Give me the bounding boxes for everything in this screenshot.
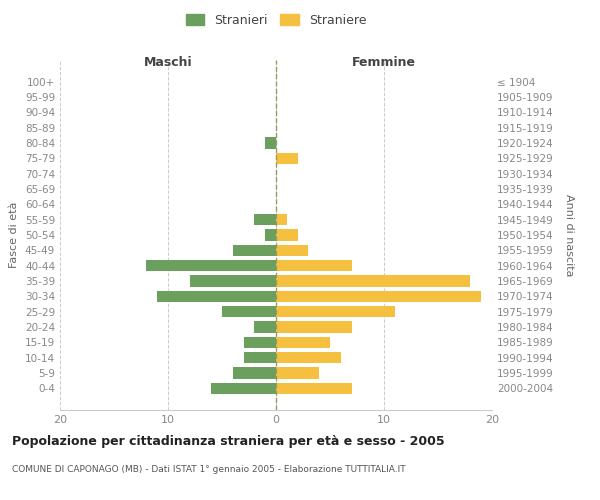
Bar — [276, 290, 481, 302]
Text: Popolazione per cittadinanza straniera per età e sesso - 2005: Popolazione per cittadinanza straniera p… — [12, 435, 445, 448]
Bar — [146, 260, 276, 272]
Bar — [276, 260, 352, 272]
Bar — [211, 382, 276, 394]
Bar — [276, 336, 330, 348]
Bar — [265, 137, 276, 148]
Bar — [222, 306, 276, 318]
Bar — [233, 368, 276, 379]
Bar — [254, 322, 276, 333]
Bar — [244, 352, 276, 364]
Bar — [276, 352, 341, 364]
Y-axis label: Fasce di età: Fasce di età — [10, 202, 19, 268]
Bar — [276, 214, 287, 226]
Bar — [276, 368, 319, 379]
Bar — [276, 244, 308, 256]
Bar — [276, 229, 298, 241]
Text: Maschi: Maschi — [143, 56, 193, 70]
Bar — [265, 229, 276, 241]
Y-axis label: Anni di nascita: Anni di nascita — [565, 194, 574, 276]
Legend: Stranieri, Straniere: Stranieri, Straniere — [181, 8, 371, 32]
Bar — [190, 276, 276, 287]
Bar — [244, 336, 276, 348]
Bar — [276, 152, 298, 164]
Bar — [276, 276, 470, 287]
Bar — [276, 306, 395, 318]
Text: Femmine: Femmine — [352, 56, 416, 70]
Bar — [254, 214, 276, 226]
Bar — [157, 290, 276, 302]
Bar — [233, 244, 276, 256]
Bar — [276, 382, 352, 394]
Bar — [276, 322, 352, 333]
Text: COMUNE DI CAPONAGO (MB) - Dati ISTAT 1° gennaio 2005 - Elaborazione TUTTITALIA.I: COMUNE DI CAPONAGO (MB) - Dati ISTAT 1° … — [12, 465, 406, 474]
